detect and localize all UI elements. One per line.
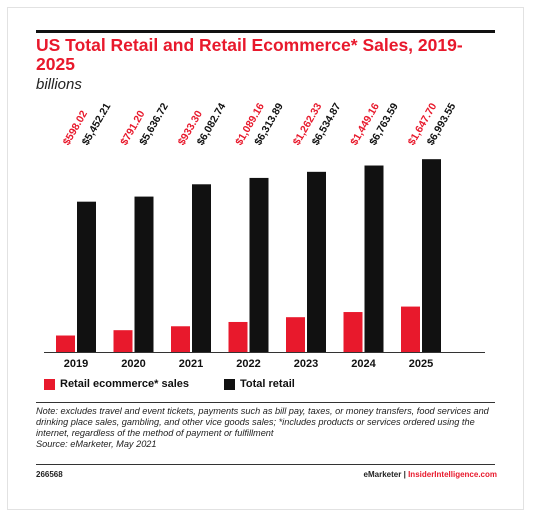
footer-divider	[36, 464, 495, 465]
data-label-total-2020: $5,636.72	[137, 101, 171, 148]
bar-ecommerce-2024	[343, 312, 363, 352]
x-tick-label-2024: 2024	[351, 358, 376, 370]
bar-total-2019	[77, 201, 96, 352]
legend-label-total: Total retail	[240, 378, 295, 390]
x-tick-label-2023: 2023	[294, 358, 318, 370]
data-label-total-2019: $5,452.21	[80, 101, 114, 148]
bar-ecommerce-2021	[171, 326, 190, 352]
bar-total-2021	[192, 184, 211, 352]
data-label-total-2021: $6,082.74	[195, 101, 229, 148]
x-tick-label-2020: 2020	[121, 358, 145, 370]
bar-ecommerce-2020	[113, 330, 133, 352]
brand-insider: InsiderIntelligence.com	[408, 470, 497, 479]
bar-ecommerce-2023	[286, 317, 305, 352]
bar-ecommerce-2022	[228, 321, 248, 352]
brand-separator: |	[403, 470, 406, 479]
chart-subtitle: billions	[36, 76, 82, 93]
bar-total-2020	[134, 196, 154, 352]
brand-emarketer: eMarketer	[363, 470, 402, 479]
bar-total-2023	[307, 171, 326, 352]
source-text: Source: eMarketer, May 2021	[36, 439, 157, 449]
chart-id: 266568	[36, 470, 63, 479]
bar-total-2024	[364, 165, 384, 352]
bar-total-2022	[249, 177, 269, 352]
legend-item-ecommerce: Retail ecommerce* sales	[44, 378, 189, 390]
footer-brand: eMarketer | InsiderIntelligence.com	[364, 470, 497, 479]
footnote: Note: excludes travel and event tickets,…	[36, 406, 498, 450]
x-tick-label-2022: 2022	[236, 358, 260, 370]
legend-swatch-ecommerce	[44, 378, 55, 390]
bar-ecommerce-2025	[401, 306, 420, 352]
x-tick-label-2021: 2021	[179, 358, 203, 370]
bar-total-2025	[422, 159, 441, 352]
legend-label-ecommerce: Retail ecommerce* sales	[60, 378, 190, 390]
bar-ecommerce-2019	[56, 335, 75, 352]
legend-item-total: Total retail	[224, 378, 295, 390]
bar-chart: 2019$598.02$5,452.212020$791.20$5,636.72…	[44, 101, 485, 370]
legend-swatch-total	[224, 378, 235, 390]
note-divider	[36, 402, 495, 403]
title-rule	[36, 30, 495, 33]
x-tick-label-2019: 2019	[64, 358, 88, 370]
note-text: Note: excludes travel and event tickets,…	[36, 406, 489, 438]
chart-title: US Total Retail and Retail Ecommerce* Sa…	[36, 35, 463, 74]
x-tick-label-2025: 2025	[409, 358, 433, 370]
